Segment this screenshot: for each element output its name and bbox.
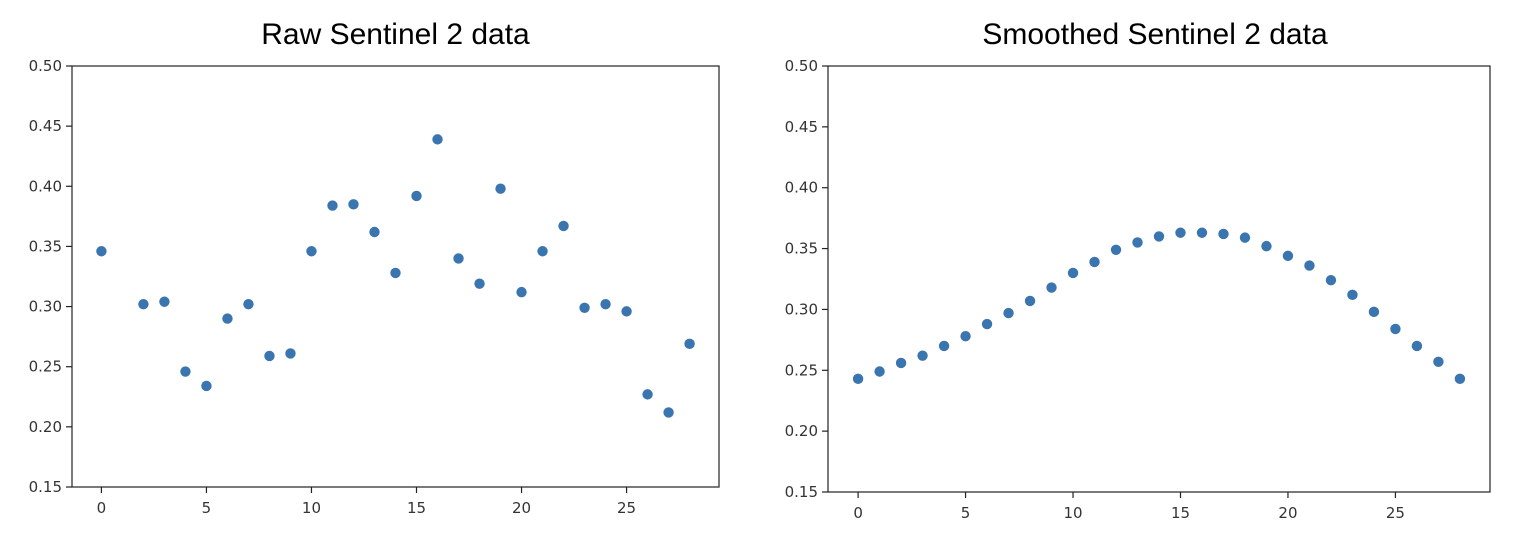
data-point: [306, 246, 317, 257]
data-point: [1390, 323, 1401, 335]
y-tick-label: 0.50: [785, 57, 818, 75]
x-tick-label: 0: [853, 504, 863, 522]
y-tick-label: 0.40: [785, 179, 818, 197]
data-point: [411, 190, 422, 202]
data-point: [579, 302, 590, 313]
data-point: [1282, 250, 1294, 262]
x-tick-label: 25: [617, 499, 636, 517]
data-point: [852, 373, 864, 385]
data-point: [96, 246, 107, 257]
data-point: [938, 340, 950, 352]
data-point: [1411, 340, 1423, 352]
data-point: [1175, 227, 1186, 238]
data-point: [917, 350, 928, 361]
data-point: [960, 331, 971, 342]
y-tick-label: 0.20: [785, 422, 818, 440]
data-point: [1046, 282, 1057, 293]
chart-title: Smoothed Sentinel 2 data: [982, 18, 1328, 51]
data-point: [1110, 244, 1122, 255]
y-tick-label: 0.45: [29, 117, 62, 135]
data-point: [1325, 275, 1337, 286]
data-point: [1218, 228, 1229, 240]
y-tick-label: 0.30: [785, 300, 818, 318]
y-tick-label: 0.25: [785, 361, 818, 379]
data-point: [222, 313, 233, 324]
data-point: [1239, 232, 1251, 243]
x-tick-label: 0: [97, 499, 107, 517]
data-point: [201, 380, 212, 392]
x-tick-label: 20: [1278, 504, 1297, 522]
data-point: [1261, 240, 1272, 252]
raw-data-chart: Raw Sentinel 2 data 0.15 0.20 0.25 0.30 0.35…: [29, 18, 720, 517]
data-point: [159, 296, 170, 307]
x-tick-label: 25: [1386, 504, 1405, 522]
x-tick-label: 15: [407, 499, 426, 517]
y-tick-label: 0.50: [29, 57, 62, 75]
y-tick-label: 0.25: [29, 358, 62, 376]
data-point: [369, 226, 380, 238]
data-point: [600, 298, 611, 310]
y-tick-label: 0.15: [785, 483, 818, 501]
axes-frame: [827, 65, 1491, 493]
data-point: [1368, 306, 1380, 318]
data-point: [264, 350, 275, 362]
data-point: [285, 348, 296, 359]
axes-frame: [71, 65, 720, 488]
data-point: [432, 134, 443, 145]
data-point: [684, 338, 695, 350]
data-point: [516, 286, 527, 298]
data-point: [1003, 307, 1014, 319]
data-point: [621, 306, 632, 317]
data-point: [495, 183, 506, 194]
y-tick-label: 0.15: [29, 478, 62, 496]
y-tick-label: 0.40: [29, 177, 62, 195]
x-tick-label: 20: [512, 499, 531, 517]
x-tick-label: 15: [1171, 504, 1190, 522]
data-point: [874, 366, 885, 377]
data-point: [1347, 289, 1358, 301]
x-tick-label: 5: [202, 499, 212, 517]
y-tick-label: 0.35: [29, 237, 62, 255]
data-point: [1454, 373, 1466, 385]
data-point: [1196, 227, 1208, 238]
data-point: [1433, 356, 1444, 367]
data-point: [390, 267, 401, 279]
data-point: [537, 246, 548, 257]
data-point: [1089, 256, 1100, 268]
data-point: [453, 253, 464, 264]
chart-title: Raw Sentinel 2 data: [261, 18, 530, 51]
data-point: [558, 220, 569, 232]
data-point: [180, 366, 191, 377]
data-point: [327, 200, 338, 211]
smoothed-data-plot: 0.15 0.20 0.25 0.30 0.35 0.40 0.45 0.50 0 5 10 15 20…: [785, 57, 1491, 522]
raw-data-plot: 0.15 0.20 0.25 0.30 0.35 0.40 0.45 0.50 0 5 10 15 20…: [29, 57, 720, 517]
data-point: [138, 298, 149, 310]
data-point: [1153, 231, 1165, 242]
data-point: [1132, 237, 1143, 248]
data-point: [1024, 295, 1036, 307]
y-tick-label: 0.45: [785, 118, 818, 136]
data-point: [663, 407, 674, 418]
x-tick-label: 10: [302, 499, 321, 517]
data-point: [642, 389, 653, 400]
data-point: [243, 298, 254, 310]
x-tick-label: 10: [1063, 504, 1082, 522]
y-tick-label: 0.35: [785, 240, 818, 258]
data-point: [981, 318, 993, 330]
data-point: [1304, 260, 1315, 271]
x-tick-label: 5: [961, 504, 971, 522]
y-tick-label: 0.20: [29, 418, 62, 436]
data-point: [348, 199, 359, 210]
data-point: [895, 357, 907, 369]
smoothed-data-chart: Smoothed Sentinel 2 data 0.15 0.20 0.25 0.3…: [757, 0, 1514, 554]
data-point: [1067, 267, 1079, 279]
y-tick-label: 0.30: [29, 298, 62, 316]
data-point: [474, 278, 485, 289]
